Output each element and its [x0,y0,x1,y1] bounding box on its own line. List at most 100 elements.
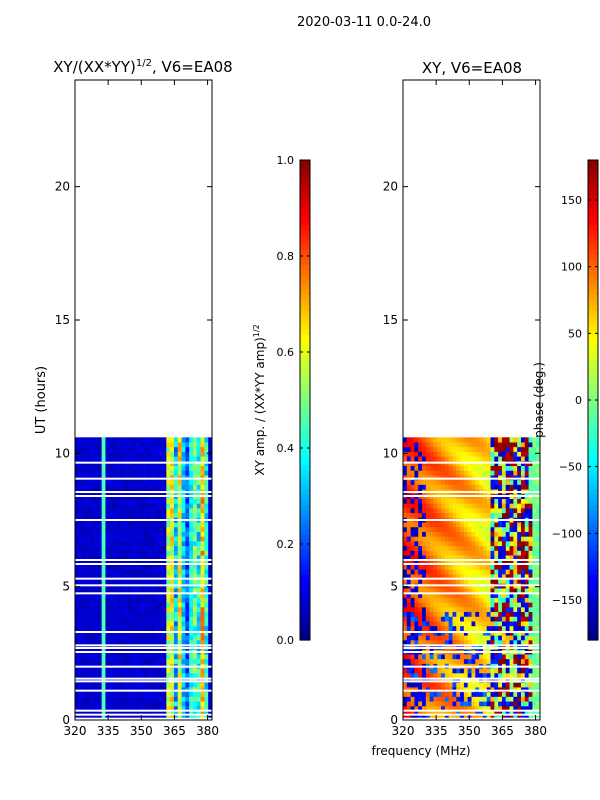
heatmap-cell [532,451,537,457]
heatmap-cell [86,668,91,674]
heatmap-cell [414,536,419,542]
heatmap-cell [101,630,106,636]
heatmap-cell [517,677,522,683]
heatmap-cell [101,691,106,697]
heatmap-cell [139,550,144,556]
heatmap-cell [498,512,503,518]
heatmap-cell [528,559,533,565]
heatmap-cell [154,621,160,627]
heatmap-cell [425,588,431,594]
heatmap-cell [177,687,182,693]
heatmap-cell [162,578,167,584]
heatmap-cell [105,536,110,542]
heatmap-cell [494,639,499,646]
heatmap-cell [494,691,499,697]
heatmap-cell [143,522,148,528]
heatmap-cell [132,588,137,594]
heatmap-cell [154,559,160,565]
heatmap-cell [501,658,507,664]
heatmap-cell [82,696,87,702]
heatmap-cell [143,437,148,443]
colorbar-segment [300,510,310,516]
heatmap-cell [517,498,522,504]
heatmap-cell [101,710,106,716]
heatmap-cell [437,597,442,603]
heatmap-cell [173,616,179,622]
heatmap-cell [479,555,484,561]
heatmap-cell [456,621,461,627]
heatmap-cell [181,564,186,570]
heatmap-cell [403,578,408,584]
heatmap-cell [467,456,472,462]
heatmap-cell [437,573,442,580]
heatmap-cell [536,639,541,646]
heatmap-cell [441,630,446,636]
heatmap-cell [78,654,84,660]
heatmap-cell [463,672,469,678]
heatmap-cell [181,446,186,452]
heatmap-cell [185,475,190,481]
heatmap-cell [204,625,209,631]
heatmap-cell [513,691,518,697]
heatmap-cell [509,672,514,678]
heatmap-cell [90,677,95,683]
heatmap-cell [166,512,171,518]
heatmap-cell [520,508,526,514]
heatmap-cell [170,616,175,622]
heatmap-cell [410,592,415,598]
heatmap-cell [181,705,186,711]
heatmap-cell [97,592,103,598]
heatmap-cell [192,531,198,537]
heatmap-cell [463,512,469,518]
heatmap-cell [403,592,408,598]
heatmap-cell [406,446,412,452]
heatmap-cell [151,442,156,448]
heatmap-cell [422,498,427,504]
heatmap-cell [135,564,141,570]
heatmap-cell [128,588,133,594]
heatmap-cell [124,512,129,518]
heatmap-cell [177,606,182,613]
heatmap-cell [94,503,99,509]
heatmap-cell [132,522,137,528]
heatmap-cell [494,625,499,631]
heatmap-cell [151,550,156,556]
colorbar-segment [588,405,598,411]
heatmap-cell [422,682,427,688]
heatmap-cell [97,658,103,664]
heatmap-cell [158,635,163,641]
heatmap-cell [170,710,175,716]
heatmap-cell [536,668,541,674]
heatmap-cell [128,569,133,575]
heatmap-cell [471,550,476,556]
gap-row [75,677,212,680]
colorbar-segment [300,520,310,526]
heatmap-cell [128,578,133,584]
heatmap-cell [113,705,118,711]
colorbar-segment [300,445,310,451]
heatmap-cell [90,611,95,617]
heatmap-cell [132,555,137,561]
heatmap-cell [147,639,152,646]
heatmap-cell [509,588,514,594]
heatmap-cell [82,442,87,448]
colorbar-tick-label: 50 [568,327,582,340]
heatmap-cell [90,578,95,584]
heatmap-cell [192,479,198,485]
heatmap-cell [501,550,507,556]
heatmap-cell [520,672,526,678]
heatmap-cell [475,696,480,702]
heatmap-cell [116,606,122,613]
colorbar-segment [300,335,310,341]
heatmap-cell [135,602,141,608]
colorbar-segment [300,265,310,271]
heatmap-cell [452,503,457,509]
heatmap-cell [479,508,484,514]
heatmap-cell [97,578,103,584]
heatmap-cell [192,668,198,674]
heatmap-cell [410,625,415,631]
heatmap-cell [517,451,522,457]
heatmap-cell [505,484,510,490]
heatmap-cell [132,465,137,471]
heatmap-cell [94,588,99,594]
